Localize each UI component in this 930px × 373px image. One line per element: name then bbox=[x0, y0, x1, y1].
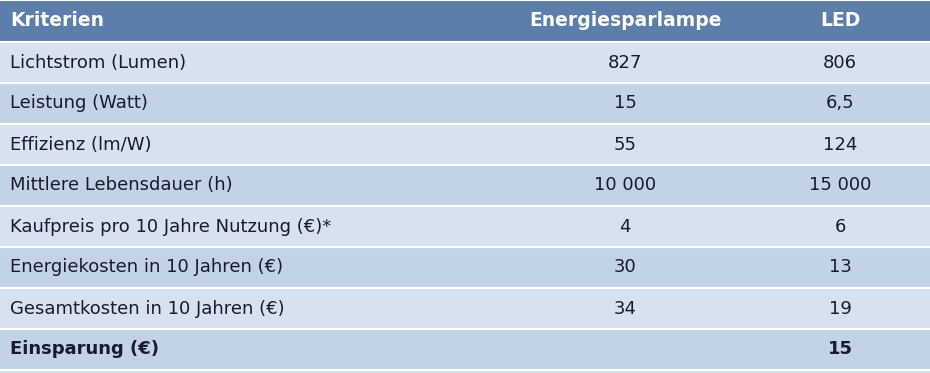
Text: 10 000: 10 000 bbox=[594, 176, 656, 194]
Text: 30: 30 bbox=[614, 258, 636, 276]
Bar bbox=[0, 83, 930, 124]
Bar bbox=[0, 165, 930, 206]
Text: Einsparung (€): Einsparung (€) bbox=[10, 341, 159, 358]
Text: Gesamtkosten in 10 Jahren (€): Gesamtkosten in 10 Jahren (€) bbox=[10, 300, 285, 317]
Text: 806: 806 bbox=[823, 53, 857, 72]
Text: Effizienz (lm/W): Effizienz (lm/W) bbox=[10, 135, 152, 154]
Text: Leistung (Watt): Leistung (Watt) bbox=[10, 94, 148, 113]
Text: Kriterien: Kriterien bbox=[10, 12, 104, 31]
Text: 19: 19 bbox=[829, 300, 852, 317]
Text: 13: 13 bbox=[829, 258, 852, 276]
Text: 15: 15 bbox=[828, 341, 853, 358]
Text: Kaufpreis pro 10 Jahre Nutzung (€)*: Kaufpreis pro 10 Jahre Nutzung (€)* bbox=[10, 217, 331, 235]
Text: Mittlere Lebensdauer (h): Mittlere Lebensdauer (h) bbox=[10, 176, 232, 194]
Bar bbox=[0, 288, 930, 329]
Text: 827: 827 bbox=[608, 53, 643, 72]
Text: Energiekosten in 10 Jahren (€): Energiekosten in 10 Jahren (€) bbox=[10, 258, 283, 276]
Text: 15 000: 15 000 bbox=[809, 176, 871, 194]
Bar bbox=[0, 42, 930, 83]
Bar bbox=[0, 0, 930, 42]
Bar bbox=[0, 124, 930, 165]
Text: 6,5: 6,5 bbox=[826, 94, 855, 113]
Bar bbox=[0, 329, 930, 370]
Text: 124: 124 bbox=[823, 135, 857, 154]
Text: 4: 4 bbox=[619, 217, 631, 235]
Bar bbox=[0, 206, 930, 247]
Text: 6: 6 bbox=[834, 217, 845, 235]
Text: 34: 34 bbox=[614, 300, 636, 317]
Text: Lichtstrom (Lumen): Lichtstrom (Lumen) bbox=[10, 53, 186, 72]
Text: Energiesparlampe: Energiesparlampe bbox=[529, 12, 722, 31]
Text: 55: 55 bbox=[614, 135, 636, 154]
Text: LED: LED bbox=[820, 12, 860, 31]
Bar bbox=[0, 247, 930, 288]
Text: 15: 15 bbox=[614, 94, 636, 113]
